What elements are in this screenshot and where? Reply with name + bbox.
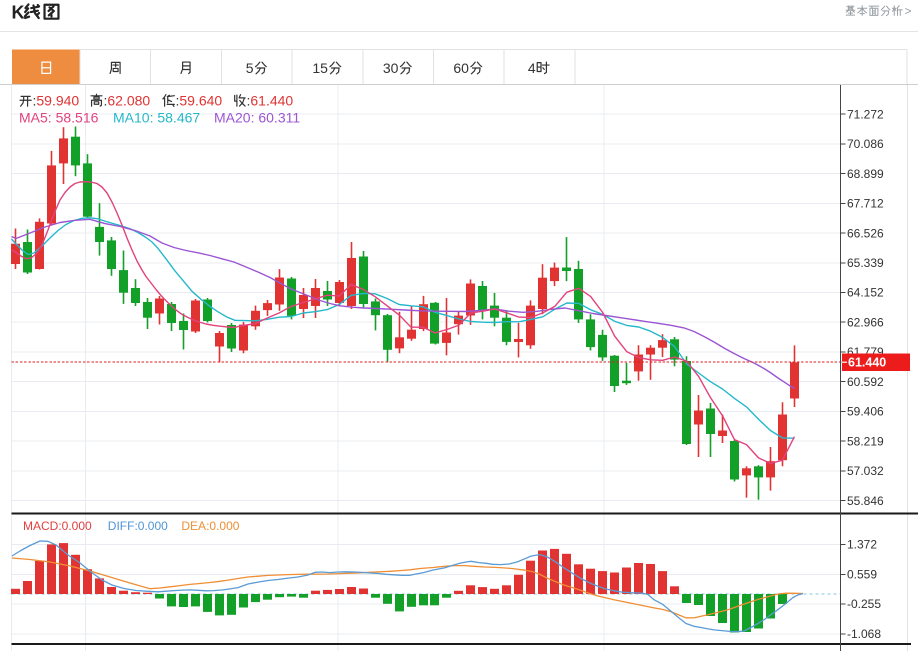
svg-text:MA20: 60.311: MA20: 60.311 (214, 110, 300, 126)
svg-text::59.940: :59.940 (33, 93, 80, 109)
svg-text:MACD:0.000: MACD:0.000 (23, 519, 92, 533)
svg-text:DIFF:0.000: DIFF:0.000 (108, 519, 168, 533)
svg-text::62.080: :62.080 (104, 93, 151, 109)
svg-text:55.846: 55.846 (847, 494, 884, 508)
svg-text:-0.255: -0.255 (847, 597, 881, 611)
svg-text:61.440: 61.440 (848, 356, 886, 370)
svg-text:67.712: 67.712 (847, 197, 884, 211)
svg-text:68.899: 68.899 (847, 167, 884, 181)
svg-text:0.559: 0.559 (847, 568, 877, 582)
svg-text:71.272: 71.272 (847, 107, 884, 121)
svg-text:-1.068: -1.068 (847, 627, 881, 641)
svg-text:K: K (12, 2, 25, 22)
svg-text::61.440: :61.440 (247, 93, 294, 109)
svg-text:66.526: 66.526 (847, 226, 884, 240)
svg-text:70.086: 70.086 (847, 137, 884, 151)
svg-text:4: 4 (528, 60, 536, 76)
svg-text:59.406: 59.406 (847, 405, 884, 419)
svg-text:DEA:0.000: DEA:0.000 (181, 519, 239, 533)
svg-text:1.372: 1.372 (847, 538, 877, 552)
svg-text:5: 5 (246, 60, 254, 76)
svg-text:30: 30 (383, 60, 399, 76)
svg-text:57.032: 57.032 (847, 464, 884, 478)
svg-text:65.339: 65.339 (847, 256, 884, 270)
svg-text:60: 60 (453, 60, 469, 76)
svg-text:MA5: 58.516: MA5: 58.516 (19, 110, 99, 126)
svg-text::59.640: :59.640 (176, 93, 223, 109)
svg-text:62.966: 62.966 (847, 315, 884, 329)
svg-text:58.219: 58.219 (847, 434, 884, 448)
svg-text:60.592: 60.592 (847, 375, 884, 389)
svg-text:MA10: 58.467: MA10: 58.467 (113, 110, 200, 126)
svg-text:64.152: 64.152 (847, 286, 884, 300)
svg-text:>: > (905, 4, 912, 18)
svg-text:15: 15 (312, 60, 328, 76)
